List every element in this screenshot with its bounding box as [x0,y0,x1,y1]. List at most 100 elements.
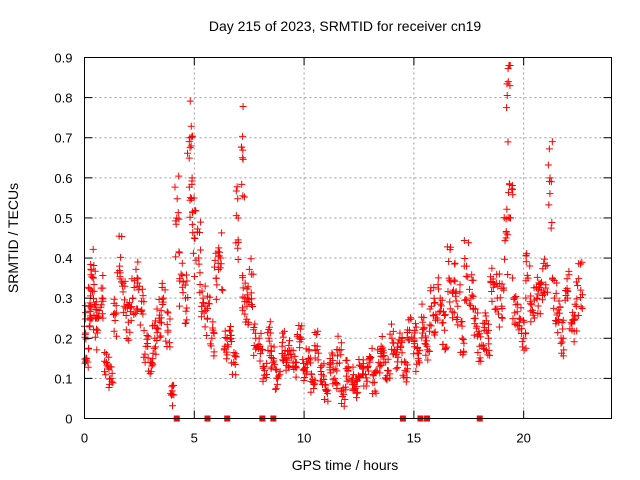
data-point-sample [188,133,196,141]
data-point-sample [93,346,101,354]
data-point-sample [230,349,238,357]
data-point-sample [333,346,341,354]
data-point-sample [307,388,315,396]
data-point-sample [278,338,286,346]
data-point-sample [87,265,95,273]
data-point-sample [403,374,411,382]
data-point-sample [498,305,506,313]
data-point-sample [461,254,469,262]
data-point-sample [343,377,351,385]
data-point-sample [239,284,247,292]
data-point-sample [477,357,485,365]
data-point-sample [217,260,225,268]
data-point-sample [536,310,544,318]
data-point-sample [157,332,165,340]
data-point-sample [552,289,560,297]
data-point-sample [232,353,240,361]
data-point-sample [514,300,522,308]
data-point-sample [556,303,564,311]
data-point-sample [137,297,145,305]
data-point-sample [305,346,313,354]
data-point-sample [398,334,406,342]
data-point-sample [452,315,460,323]
data-point-sample [568,320,576,328]
data-point-sample [257,329,265,337]
data-point-sample [264,329,272,337]
data-point-sample [522,277,530,285]
data-point-sample [143,339,151,347]
data-point-sample [149,361,157,369]
data-point-sample [431,328,439,336]
data-point-sample [333,360,341,368]
data-point-sample [199,299,207,307]
data-point-sample [504,231,512,239]
data-point-sample [547,224,555,232]
data-point-sample [460,347,468,355]
data-point-sample [509,315,517,323]
data-point-sample [245,318,253,326]
data-point-sample [365,355,373,363]
y-axis-title: SRMTID / TECUs [5,183,21,293]
data-point-sample [239,274,247,282]
data-point-sample [202,307,210,315]
data-point-sample [364,362,372,370]
data-point-sample [418,300,426,308]
data-point-sample [560,346,568,354]
data-point-sample [403,361,411,369]
data-point-sample [162,337,170,345]
data-point-sample [369,379,377,387]
data-point-sample [387,320,395,328]
data-point-sample [271,385,279,393]
data-point-sample [123,335,131,343]
data-point-sample [506,181,514,189]
data-point-sample [138,306,146,314]
data-point-sample [227,359,235,367]
x-axis-title: GPS time / hours [292,457,399,473]
data-point-sample [396,329,404,337]
data-point-sample [245,298,253,306]
data-point-sample [196,281,204,289]
data-point-sample [109,311,117,319]
data-point-sample [212,295,220,303]
data-point-sample [239,293,247,301]
data-point-sample [182,307,190,315]
data-point-sample [126,328,134,336]
axis-ticks: 0 0.1 0.2 0.3 0.4 0.5 0.6 0.7 0.8 0.9 0 5 10 15 20 [54,51,612,446]
data-point-sample [141,350,149,358]
data-point-sample [296,338,304,346]
data-point-sample [489,283,497,291]
data-point-sample [178,259,186,267]
data-point-sample [265,323,273,331]
data-point-sample [107,363,115,371]
data-point-sample [317,368,325,376]
data-point-sample [163,308,171,316]
data-point-sample [359,360,367,368]
data-point-sample [552,320,560,328]
data-point-sample [279,333,287,341]
data-point-sample [464,273,472,281]
data-point [195,254,203,262]
data-point-sample [285,341,293,349]
data-point-sample [440,312,448,320]
data-point-sample [506,62,514,70]
data-point-sample [132,305,140,313]
data-point-sample [407,315,415,323]
data-point-sample [90,262,98,270]
data-point-sample [302,345,310,353]
data-point-sample [296,325,304,333]
data-point-sample [210,329,218,337]
data-point-sample [436,300,444,308]
data-point-sample [313,346,321,354]
data-point-sample [376,369,384,377]
data-point-sample [143,331,151,339]
data-point-sample [466,285,474,293]
data-point-sample [457,318,465,326]
data-point-sample [569,308,577,316]
data-point-sample [577,303,585,311]
data-point-sample [186,144,194,152]
data-point-sample [434,316,442,324]
data-point-sample [190,194,198,202]
data-point-sample [299,356,307,364]
data-point-sample [92,306,100,314]
data-point-sample [438,296,446,304]
